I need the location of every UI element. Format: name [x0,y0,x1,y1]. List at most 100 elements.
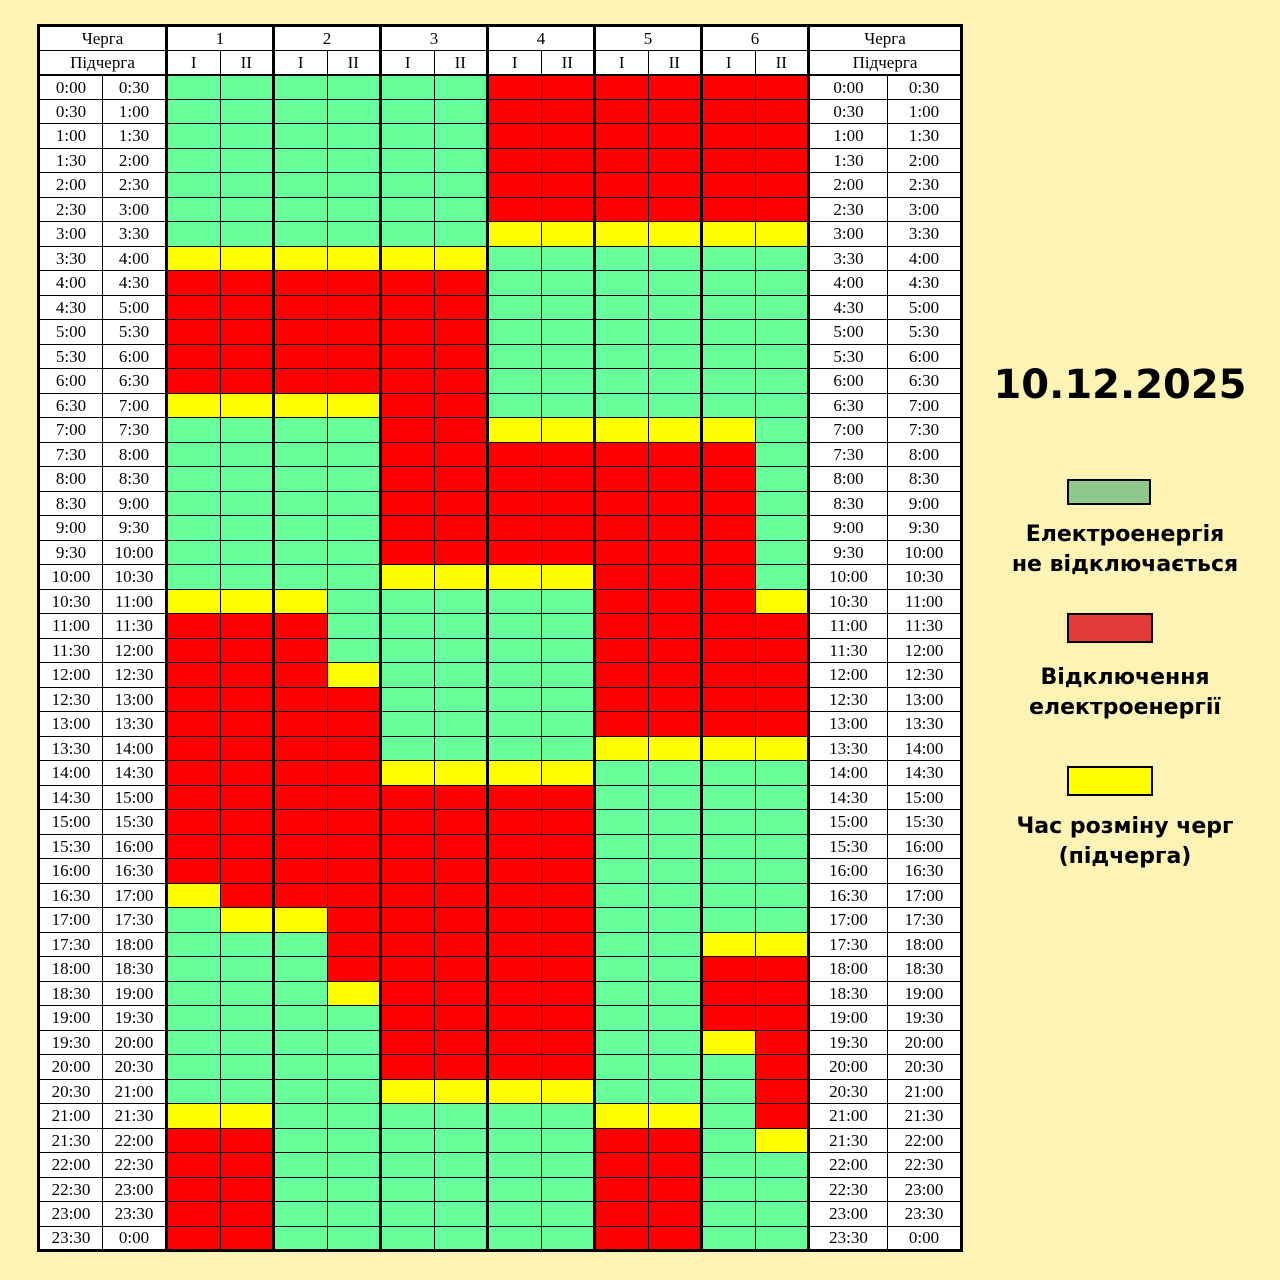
time-from-right: 7:00 [807,417,888,443]
status-cell-power-on-q6-I [700,1201,756,1227]
status-cell-power-on-q4-I [486,294,542,320]
time-from-left: 9:00 [38,515,103,541]
time-to-left: 8:30 [102,466,167,492]
status-cell-power-on-q5-I [593,784,649,810]
status-cell-outage-q2-II [326,319,381,345]
schedule-row: 3:00 3:30 3:00 3:30 [38,221,962,247]
status-cell-outage-q6-II [754,147,809,173]
status-cell-outage-q4-I [486,882,542,908]
status-cell-outage-q3-II [433,466,488,492]
status-cell-switchover-q4-II [540,1078,595,1104]
status-cell-outage-q6-II [754,711,809,737]
status-cell-power-on-q6-I [700,245,756,271]
status-cell-outage-q3-I [379,858,435,884]
schedule-row: 13:00 13:30 13:00 13:30 [38,711,962,737]
status-cell-outage-q2-II [326,270,381,296]
schedule-row: 16:00 16:30 16:00 16:30 [38,858,962,884]
status-cell-switchover-q6-II [754,931,809,957]
status-cell-switchover-q4-II [540,417,595,443]
time-from-left: 13:30 [38,735,103,761]
time-to-left: 21:30 [102,1103,167,1129]
status-cell-power-on-q5-I [593,1054,649,1080]
time-from-right: 13:00 [807,711,888,737]
time-to-right: 21:00 [887,1078,962,1104]
status-cell-power-on-q1-I [165,907,221,933]
status-cell-power-on-q2-II [326,1176,381,1202]
schedule-row: 12:30 13:00 12:30 13:00 [38,686,962,712]
status-cell-power-on-q5-II [647,858,702,884]
status-cell-outage-q5-I [593,1127,649,1153]
status-cell-power-on-q4-II [540,637,595,663]
status-cell-power-on-q5-II [647,833,702,859]
schedule-row: 23:30 0:00 23:30 0:00 [38,1225,962,1251]
time-from-left: 17:30 [38,931,103,957]
schedule-row: 13:30 14:00 13:30 14:00 [38,735,962,761]
status-cell-outage-q3-I [379,294,435,320]
status-cell-outage-q3-I [379,441,435,467]
status-cell-switchover-q6-I [700,417,756,443]
status-cell-power-on-q1-I [165,196,221,222]
status-cell-outage-q5-II [647,637,702,663]
subqueue-header-5-I: I [593,49,649,76]
schedule-body: Черга 1 2 3 4 5 6 Черга Підчерга I II I II I II I II I II I… [38,25,962,1251]
status-cell-outage-q4-II [540,1005,595,1031]
time-from-left: 0:00 [38,74,103,100]
time-from-right: 3:00 [807,221,888,247]
status-cell-power-on-q1-II [219,98,274,124]
time-to-left: 18:00 [102,931,167,957]
status-cell-power-on-q3-II [433,1152,488,1178]
status-cell-power-on-q3-I [379,221,435,247]
status-cell-switchover-q5-II [647,417,702,443]
status-cell-outage-q4-II [540,123,595,149]
status-cell-power-on-q3-I [379,1127,435,1153]
status-cell-switchover-q1-II [219,588,274,614]
time-to-right: 22:00 [887,1127,962,1153]
status-cell-power-on-q4-II [540,662,595,688]
status-cell-switchover-q6-I [700,221,756,247]
status-cell-power-on-q3-II [433,196,488,222]
status-cell-switchover-q1-II [219,392,274,418]
status-cell-power-on-q4-I [486,1176,542,1202]
status-cell-outage-q1-II [219,319,274,345]
status-cell-power-on-q5-II [647,392,702,418]
status-cell-power-on-q2-I [272,74,328,100]
status-cell-outage-q5-I [593,1225,649,1251]
time-from-right: 8:00 [807,466,888,492]
status-cell-switchover-q5-I [593,417,649,443]
status-cell-power-on-q5-I [593,760,649,786]
status-cell-power-on-q2-II [326,515,381,541]
status-cell-power-on-q2-II [326,74,381,100]
status-cell-outage-q5-I [593,613,649,639]
status-cell-outage-q6-I [700,613,756,639]
status-cell-outage-q1-II [219,858,274,884]
time-from-right: 14:30 [807,784,888,810]
schedule-row: 9:30 10:00 9:30 10:00 [38,539,962,565]
status-cell-outage-q1-II [219,662,274,688]
status-cell-power-on-q5-II [647,907,702,933]
time-to-right: 2:30 [887,172,962,198]
schedule-row: 0:00 0:30 0:00 0:30 [38,74,962,100]
schedule-row: 17:00 17:30 17:00 17:30 [38,907,962,933]
status-cell-power-on-q3-I [379,686,435,712]
status-cell-power-on-q1-I [165,123,221,149]
status-cell-outage-q3-I [379,368,435,394]
schedule-row: 0:30 1:00 0:30 1:00 [38,98,962,124]
status-cell-switchover-q6-II [754,1127,809,1153]
status-cell-power-on-q4-II [540,245,595,271]
time-to-right: 0:30 [887,74,962,100]
status-cell-outage-q2-II [326,784,381,810]
status-cell-switchover-q2-I [272,392,328,418]
status-cell-outage-q6-II [754,980,809,1006]
status-cell-power-on-q1-I [165,931,221,957]
status-cell-outage-q6-II [754,1029,809,1055]
legend-text-outage: Відключення електроенергії [1029,665,1221,720]
time-from-right: 0:00 [807,74,888,100]
status-cell-power-on-q6-I [700,368,756,394]
status-cell-power-on-q1-I [165,1005,221,1031]
status-cell-power-on-q6-II [754,1176,809,1202]
status-cell-power-on-q6-I [700,319,756,345]
status-cell-outage-q6-I [700,515,756,541]
status-cell-power-on-q3-I [379,588,435,614]
status-cell-power-on-q3-I [379,1152,435,1178]
status-cell-power-on-q3-II [433,637,488,663]
